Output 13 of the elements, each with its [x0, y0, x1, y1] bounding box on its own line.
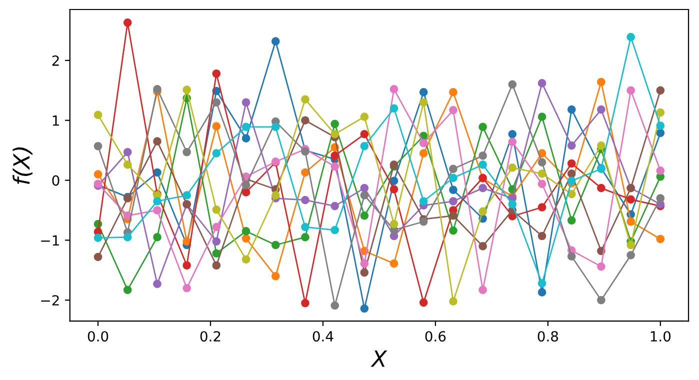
- y-axis-title: f(X): [12, 147, 32, 184]
- y-tick-label: 0: [52, 175, 60, 186]
- x-tick-label: 0.8: [538, 331, 558, 342]
- y-tick-label: −1: [41, 235, 59, 246]
- x-axis-title: X: [370, 350, 388, 367]
- x-tick-label: 0.0: [88, 331, 108, 342]
- y-tick-label: 1: [52, 116, 59, 126]
- x-tick-label: 0.2: [200, 331, 220, 342]
- x-tick-label: 1.0: [650, 331, 671, 342]
- x-tick-label: 0.6: [425, 331, 446, 342]
- y-tick-label: 2: [52, 55, 59, 66]
- y-tick-label: −2: [41, 295, 59, 306]
- x-tick-label: 0.4: [312, 331, 334, 342]
